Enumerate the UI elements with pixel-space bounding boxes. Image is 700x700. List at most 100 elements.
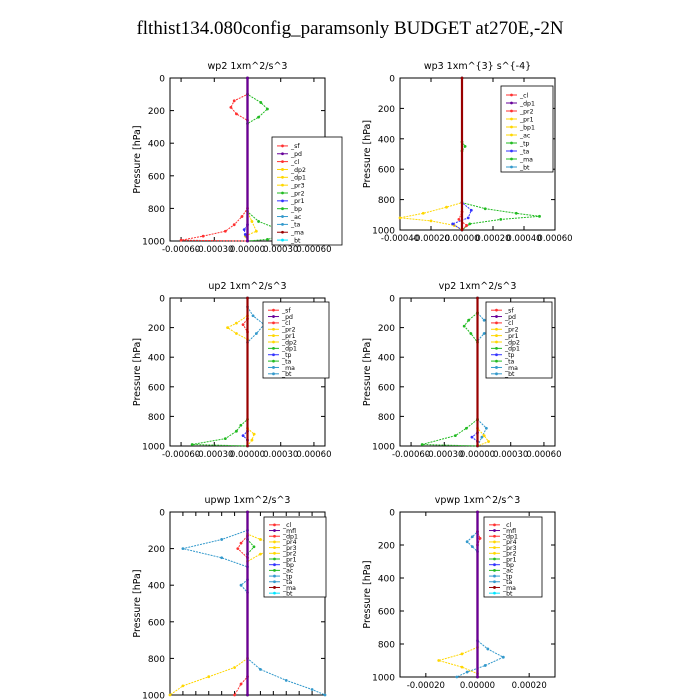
legend-label: _pd bbox=[290, 151, 302, 158]
y-tick-label: 600 bbox=[148, 383, 165, 393]
legend-label: _pr2 bbox=[504, 327, 519, 334]
legend-label: _bt bbox=[281, 371, 292, 378]
legend-label: _bp1 bbox=[519, 124, 535, 131]
legend-label: _cl bbox=[502, 522, 511, 529]
legend-marker bbox=[510, 125, 513, 129]
legend-marker bbox=[495, 327, 498, 331]
legend-marker bbox=[272, 327, 275, 331]
legend-label: _bp bbox=[502, 562, 514, 569]
data-point bbox=[235, 429, 238, 433]
legend-label: _dp1 bbox=[290, 175, 306, 182]
data-point bbox=[437, 659, 441, 662]
y-axis-label: Pressure [hPa] bbox=[132, 338, 143, 406]
data-point bbox=[420, 443, 424, 446]
y-tick-label: 200 bbox=[148, 107, 165, 117]
data-point bbox=[242, 228, 246, 231]
legend-label: _pr1 bbox=[290, 198, 305, 205]
legend-label: _cl bbox=[290, 159, 299, 166]
legend-label: _ta bbox=[282, 579, 293, 586]
data-point bbox=[501, 655, 505, 659]
y-tick-label: 800 bbox=[148, 655, 165, 665]
legend-marker bbox=[272, 346, 275, 350]
data-point bbox=[469, 208, 473, 212]
legend-label: _dp1 bbox=[519, 100, 535, 107]
data-point bbox=[168, 693, 172, 697]
data-point bbox=[207, 675, 211, 679]
legend-marker bbox=[272, 315, 275, 318]
legend-label: _ac bbox=[290, 214, 302, 221]
legend-marker bbox=[281, 215, 284, 218]
data-point bbox=[233, 693, 236, 697]
y-axis-label: Pressure [hPa] bbox=[362, 120, 373, 188]
legend-marker bbox=[273, 529, 276, 532]
data-point bbox=[232, 99, 236, 103]
data-point bbox=[310, 688, 314, 691]
legend-marker bbox=[273, 551, 276, 555]
legend-label: _dp1 bbox=[281, 346, 297, 353]
legend-label: _pr2 bbox=[519, 108, 534, 115]
y-tick-label: 600 bbox=[148, 172, 165, 182]
legend-label: _tp bbox=[282, 573, 293, 580]
data-point bbox=[254, 229, 258, 233]
legend-marker bbox=[510, 149, 513, 153]
legend-marker bbox=[272, 366, 275, 369]
legend-label: _bt bbox=[519, 164, 530, 171]
legend-marker bbox=[273, 523, 276, 527]
legend-marker bbox=[281, 160, 284, 164]
legend-label: _sf bbox=[290, 143, 300, 150]
legend-marker bbox=[493, 586, 496, 589]
data-point bbox=[254, 332, 258, 335]
data-point bbox=[229, 105, 233, 109]
y-tick-label: 400 bbox=[378, 135, 395, 145]
legend-label: _pr2 bbox=[502, 551, 517, 558]
data-point bbox=[232, 223, 236, 227]
data-point bbox=[246, 510, 249, 514]
legend-label: _bt bbox=[504, 371, 515, 378]
y-tick-label: 400 bbox=[378, 575, 395, 585]
y-tick-label: 0 bbox=[389, 295, 395, 305]
data-point bbox=[239, 583, 243, 587]
series-line bbox=[226, 298, 255, 447]
y-tick-label: 1000 bbox=[372, 443, 395, 453]
legend-marker bbox=[272, 334, 275, 338]
legend-label: _ta bbox=[519, 148, 530, 155]
data-point bbox=[250, 220, 254, 223]
data-point bbox=[246, 693, 249, 697]
legend-label: _tp bbox=[502, 573, 513, 580]
legend-marker bbox=[493, 523, 496, 527]
plot-frame bbox=[399, 77, 556, 231]
legend-marker bbox=[273, 586, 276, 589]
legend-label: _ac bbox=[502, 568, 514, 575]
data-point bbox=[445, 205, 448, 209]
data-point bbox=[220, 556, 224, 560]
data-point bbox=[451, 222, 455, 226]
data-point bbox=[463, 145, 467, 148]
data-point bbox=[259, 667, 262, 671]
legend-marker bbox=[273, 574, 276, 578]
data-point bbox=[223, 229, 227, 233]
data-point bbox=[201, 234, 205, 238]
data-point bbox=[499, 217, 503, 221]
data-point bbox=[460, 652, 464, 656]
legend-marker bbox=[493, 551, 496, 555]
data-point bbox=[239, 682, 243, 686]
data-point bbox=[223, 437, 227, 440]
legend-marker bbox=[493, 540, 496, 544]
data-point bbox=[246, 239, 249, 243]
data-point bbox=[476, 675, 479, 679]
data-point bbox=[455, 675, 459, 679]
legend-marker bbox=[510, 133, 513, 137]
legend-marker bbox=[273, 557, 276, 561]
legend-marker bbox=[493, 529, 496, 532]
x-tick-label: -0.00020 bbox=[412, 234, 450, 244]
legend-label: _dp2 bbox=[281, 339, 297, 346]
figure-title: flthist134.080config_paramsonly BUDGET a… bbox=[136, 18, 564, 39]
x-tick-label: -0.00030 bbox=[195, 245, 233, 255]
data-point bbox=[483, 207, 487, 211]
data-point bbox=[468, 222, 472, 226]
legend-marker bbox=[281, 144, 284, 148]
y-tick-label: 200 bbox=[378, 542, 395, 552]
data-point bbox=[259, 101, 263, 104]
x-tick-label: 0.00020 bbox=[475, 234, 510, 244]
